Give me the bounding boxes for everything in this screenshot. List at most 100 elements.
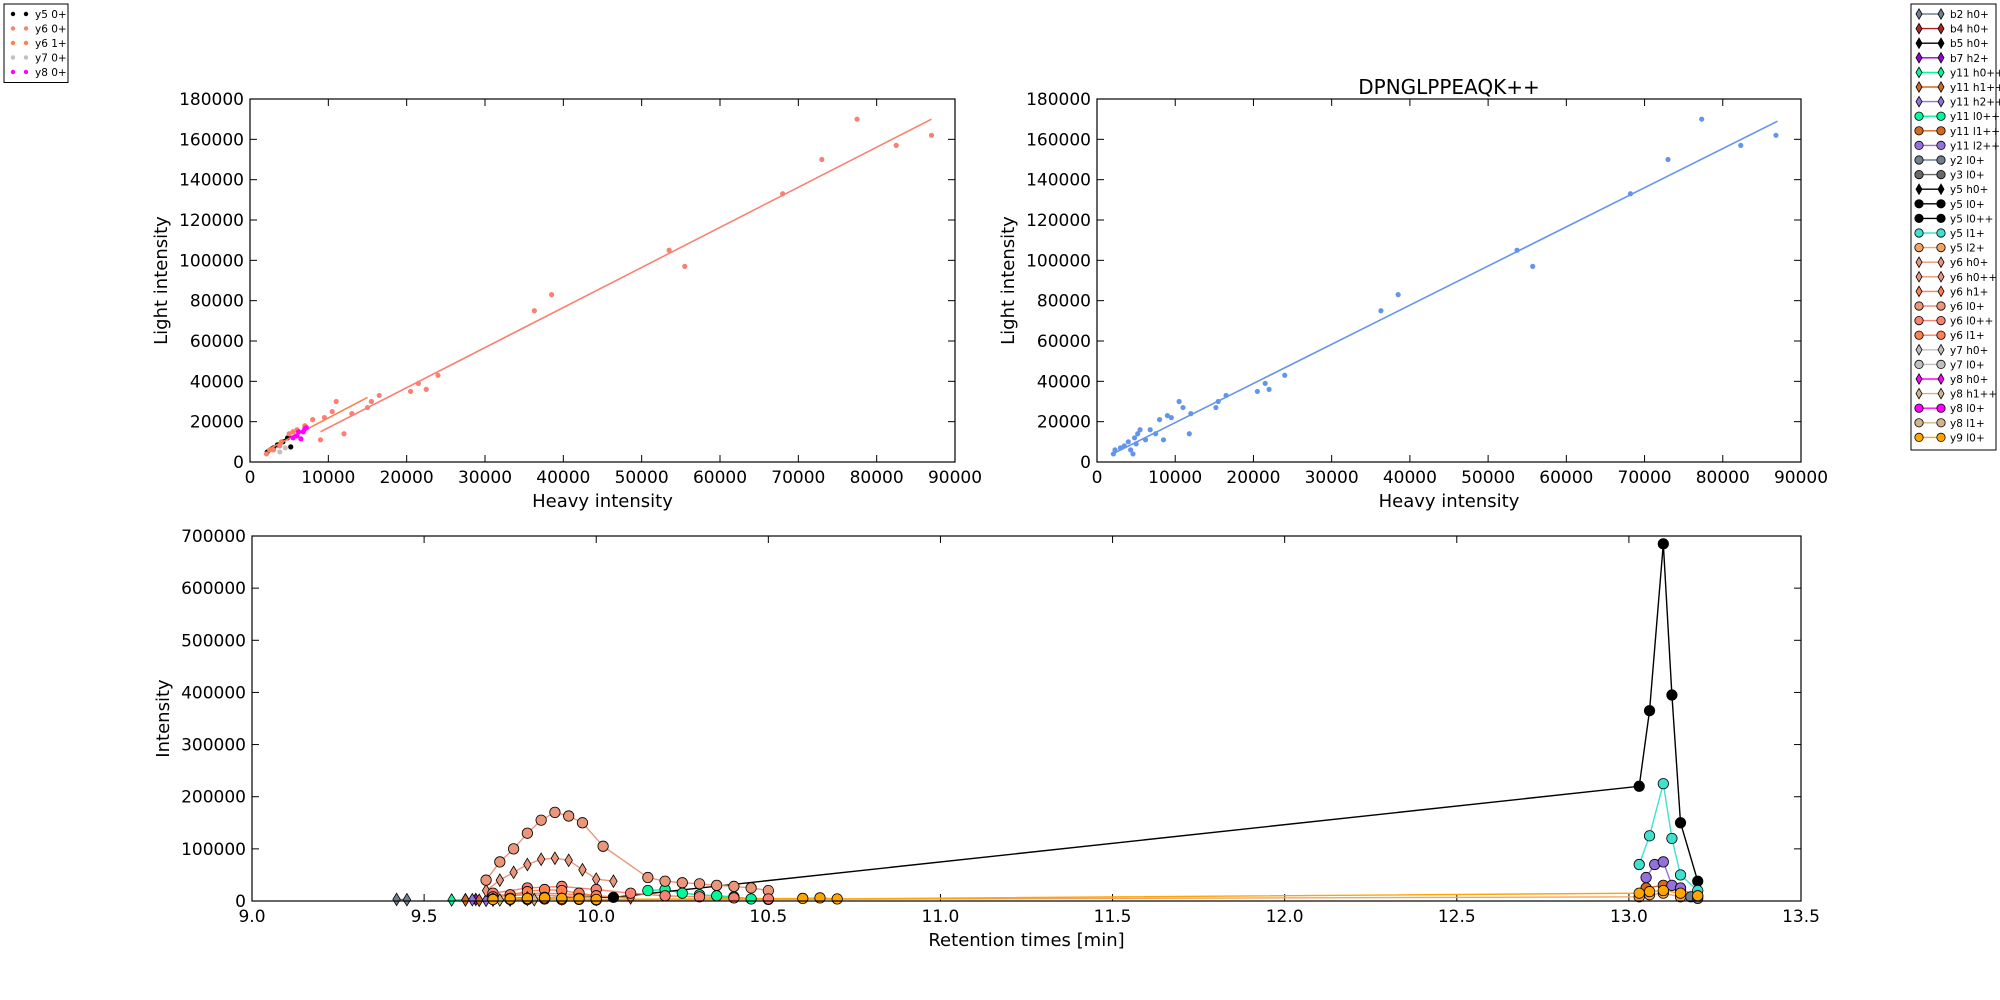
legend-marker bbox=[1914, 359, 1924, 369]
series-data-point bbox=[1117, 445, 1124, 451]
series-y11-h1-marker bbox=[474, 893, 484, 908]
y-tick-label: 180000 bbox=[179, 90, 244, 110]
series-y5-l1-marker bbox=[1643, 830, 1656, 842]
series-y5-l0-line bbox=[544, 543, 1699, 899]
y-tick-label: 100000 bbox=[181, 840, 246, 860]
series-y9-l0-marker bbox=[1657, 884, 1669, 897]
legend-label: y8 h0+ bbox=[1950, 374, 1988, 386]
legend-marker bbox=[1936, 432, 1946, 442]
series-data-point bbox=[1131, 435, 1138, 441]
chart-title: DPNGLPPEAQK++ bbox=[1358, 75, 1540, 99]
plot-frame bbox=[251, 535, 1802, 902]
legend-marker bbox=[1914, 403, 1924, 413]
series-y9-l0-marker bbox=[573, 893, 585, 905]
series-data-point bbox=[1110, 451, 1117, 457]
legend-label: y7 0+ bbox=[35, 53, 67, 65]
series-y8-0-point bbox=[298, 436, 304, 442]
y-tick-label: 0 bbox=[1080, 453, 1091, 473]
legend-marker bbox=[1936, 213, 1946, 223]
series-y6-l0-marker bbox=[521, 827, 533, 839]
series-y6-l0-marker bbox=[693, 891, 706, 903]
legend-label: y5 l0+ bbox=[1950, 199, 1985, 211]
series-y6-l0-marker bbox=[563, 810, 575, 822]
series-y11-h1-marker bbox=[461, 892, 470, 907]
series-data-point bbox=[1125, 439, 1131, 445]
series-y5-l1-marker bbox=[1666, 832, 1678, 845]
series-y6-l0-marker bbox=[508, 843, 520, 855]
plot-frame bbox=[249, 98, 956, 463]
legend-marker bbox=[1937, 256, 1945, 269]
series-y6-0-point bbox=[341, 431, 347, 437]
series-y5-l0-marker bbox=[607, 891, 620, 903]
series-y6-l0-marker bbox=[762, 893, 774, 905]
legend-marker bbox=[1937, 95, 1945, 108]
legend-marker bbox=[10, 40, 16, 46]
legend-marker bbox=[10, 26, 16, 31]
series-data-point bbox=[1262, 380, 1268, 386]
series-y8-0-point bbox=[294, 433, 300, 439]
series-y9-l0-marker bbox=[831, 893, 843, 905]
series-y6-0-fit-line bbox=[320, 118, 932, 433]
legend-marker bbox=[1936, 330, 1946, 340]
x-tick-label: 90000 bbox=[928, 468, 982, 488]
series-data-point bbox=[1378, 308, 1384, 314]
x-axis-label: Heavy intensity bbox=[1379, 491, 1520, 512]
legend-marker bbox=[1936, 243, 1946, 253]
series-y6-l0-marker bbox=[711, 879, 723, 891]
series-y6-l0-marker bbox=[676, 877, 688, 889]
series-y9-l0-marker bbox=[1692, 890, 1704, 902]
series-data-point bbox=[1266, 386, 1272, 392]
series-y5-l0-marker bbox=[1674, 817, 1687, 829]
y-tick-label: 500000 bbox=[181, 631, 246, 651]
series-y6-0-point bbox=[819, 156, 825, 163]
series-data-point bbox=[1530, 263, 1536, 269]
legend-label: y11 h1++ bbox=[1950, 82, 2000, 94]
series-data-point bbox=[1168, 415, 1174, 421]
y-tick-label: 140000 bbox=[1026, 171, 1091, 191]
series-y11-h2-marker bbox=[468, 892, 477, 907]
legend-marker bbox=[1914, 315, 1924, 326]
x-tick-label: 50000 bbox=[615, 468, 669, 488]
series-y9-l0-marker bbox=[797, 892, 809, 904]
series-y8-0-point bbox=[303, 425, 309, 431]
legend-marker bbox=[1915, 256, 1923, 269]
series-y6-0-point bbox=[368, 398, 375, 405]
x-tick-label: 11.5 bbox=[1094, 907, 1132, 927]
series-b2-h0-marker bbox=[402, 892, 412, 907]
legend-marker bbox=[1937, 22, 1945, 35]
legend-label: y3 l0+ bbox=[1950, 170, 1985, 182]
x-tick-label: 0 bbox=[1092, 468, 1103, 488]
x-tick-label: 80000 bbox=[850, 468, 904, 488]
legend-marker bbox=[23, 69, 29, 75]
x-tick-label: 30000 bbox=[458, 468, 512, 488]
series-y11-l0-marker bbox=[745, 893, 757, 905]
series-y6-0-point bbox=[333, 398, 339, 405]
series-y6-l0-marker bbox=[642, 871, 654, 884]
legend-marker bbox=[1914, 170, 1924, 180]
legend-marker bbox=[1914, 243, 1924, 253]
series-data-point bbox=[1282, 372, 1288, 378]
series-y6-h0-marker bbox=[509, 865, 518, 880]
series-data-point bbox=[1137, 427, 1143, 433]
series-data-point bbox=[1213, 404, 1219, 411]
series-y9-l0-marker bbox=[556, 892, 568, 904]
series-y5-l1-marker bbox=[1633, 858, 1645, 871]
x-axis-label: Heavy intensity bbox=[532, 491, 673, 512]
y-tick-label: 80000 bbox=[190, 292, 244, 312]
series-data-point bbox=[1773, 132, 1779, 138]
series-y11-l0-marker bbox=[711, 890, 723, 902]
legend-marker bbox=[1937, 183, 1945, 196]
series-data-point bbox=[1738, 142, 1744, 148]
x-tick-label: 9.5 bbox=[411, 907, 438, 927]
series-y5-0-point bbox=[288, 444, 294, 450]
series-y6-0-point bbox=[415, 380, 422, 386]
series-y6-0-point bbox=[435, 372, 441, 378]
series-y6-l0-marker bbox=[549, 806, 561, 818]
series-data-point bbox=[1254, 388, 1260, 395]
x-tick-label: 0 bbox=[245, 468, 256, 488]
legend-label: y5 l2+ bbox=[1950, 243, 1985, 255]
y-tick-label: 300000 bbox=[181, 736, 246, 756]
legend-marker bbox=[1914, 330, 1924, 340]
legend-marker bbox=[1914, 199, 1924, 209]
legend-marker bbox=[10, 69, 16, 75]
